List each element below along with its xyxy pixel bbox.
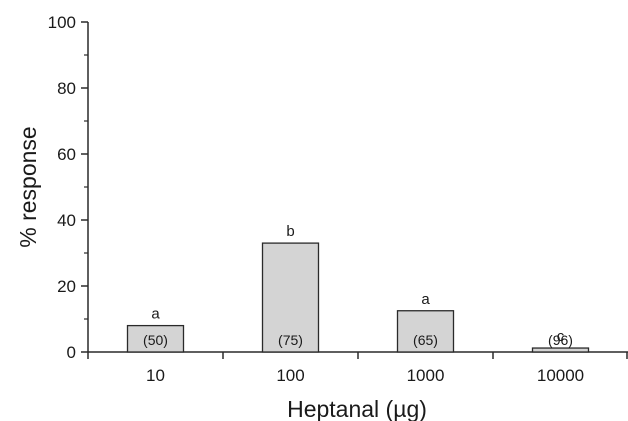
y-tick-label: 40 bbox=[57, 211, 76, 230]
x-tick-label: 10 bbox=[146, 366, 165, 385]
y-tick-label: 80 bbox=[57, 79, 76, 98]
x-tick-label: 1000 bbox=[407, 366, 445, 385]
y-tick-label: 20 bbox=[57, 277, 76, 296]
bar-100 bbox=[261, 242, 320, 353]
sample-size-label: (75) bbox=[278, 332, 303, 348]
sample-size-label: (50) bbox=[143, 332, 168, 348]
x-tick-label: 10000 bbox=[537, 366, 584, 385]
y-axis: 0 20 40 60 80 100 bbox=[48, 13, 89, 362]
sample-size-label: (96) bbox=[548, 332, 573, 348]
y-axis-title: % response bbox=[15, 126, 41, 247]
sample-size-label: (65) bbox=[413, 332, 438, 348]
significance-letter: a bbox=[151, 306, 160, 323]
bar-1000 bbox=[396, 310, 455, 353]
y-tick-label: 0 bbox=[67, 343, 76, 362]
x-axis: 10 100 1000 10000 bbox=[87, 351, 628, 385]
significance-letter: c bbox=[557, 328, 565, 345]
y-tick-label: 100 bbox=[48, 13, 76, 32]
bars: a (50) b (75) a (65) c(96) bbox=[126, 223, 590, 353]
significance-letter: a bbox=[421, 291, 430, 308]
y-tick-label: 60 bbox=[57, 145, 76, 164]
x-axis-title: Heptanal (µg) bbox=[287, 396, 427, 421]
bar-10000 bbox=[531, 347, 590, 353]
significance-letter: b bbox=[286, 223, 294, 240]
bar-10 bbox=[126, 324, 185, 353]
x-tick-label: 100 bbox=[276, 366, 304, 385]
